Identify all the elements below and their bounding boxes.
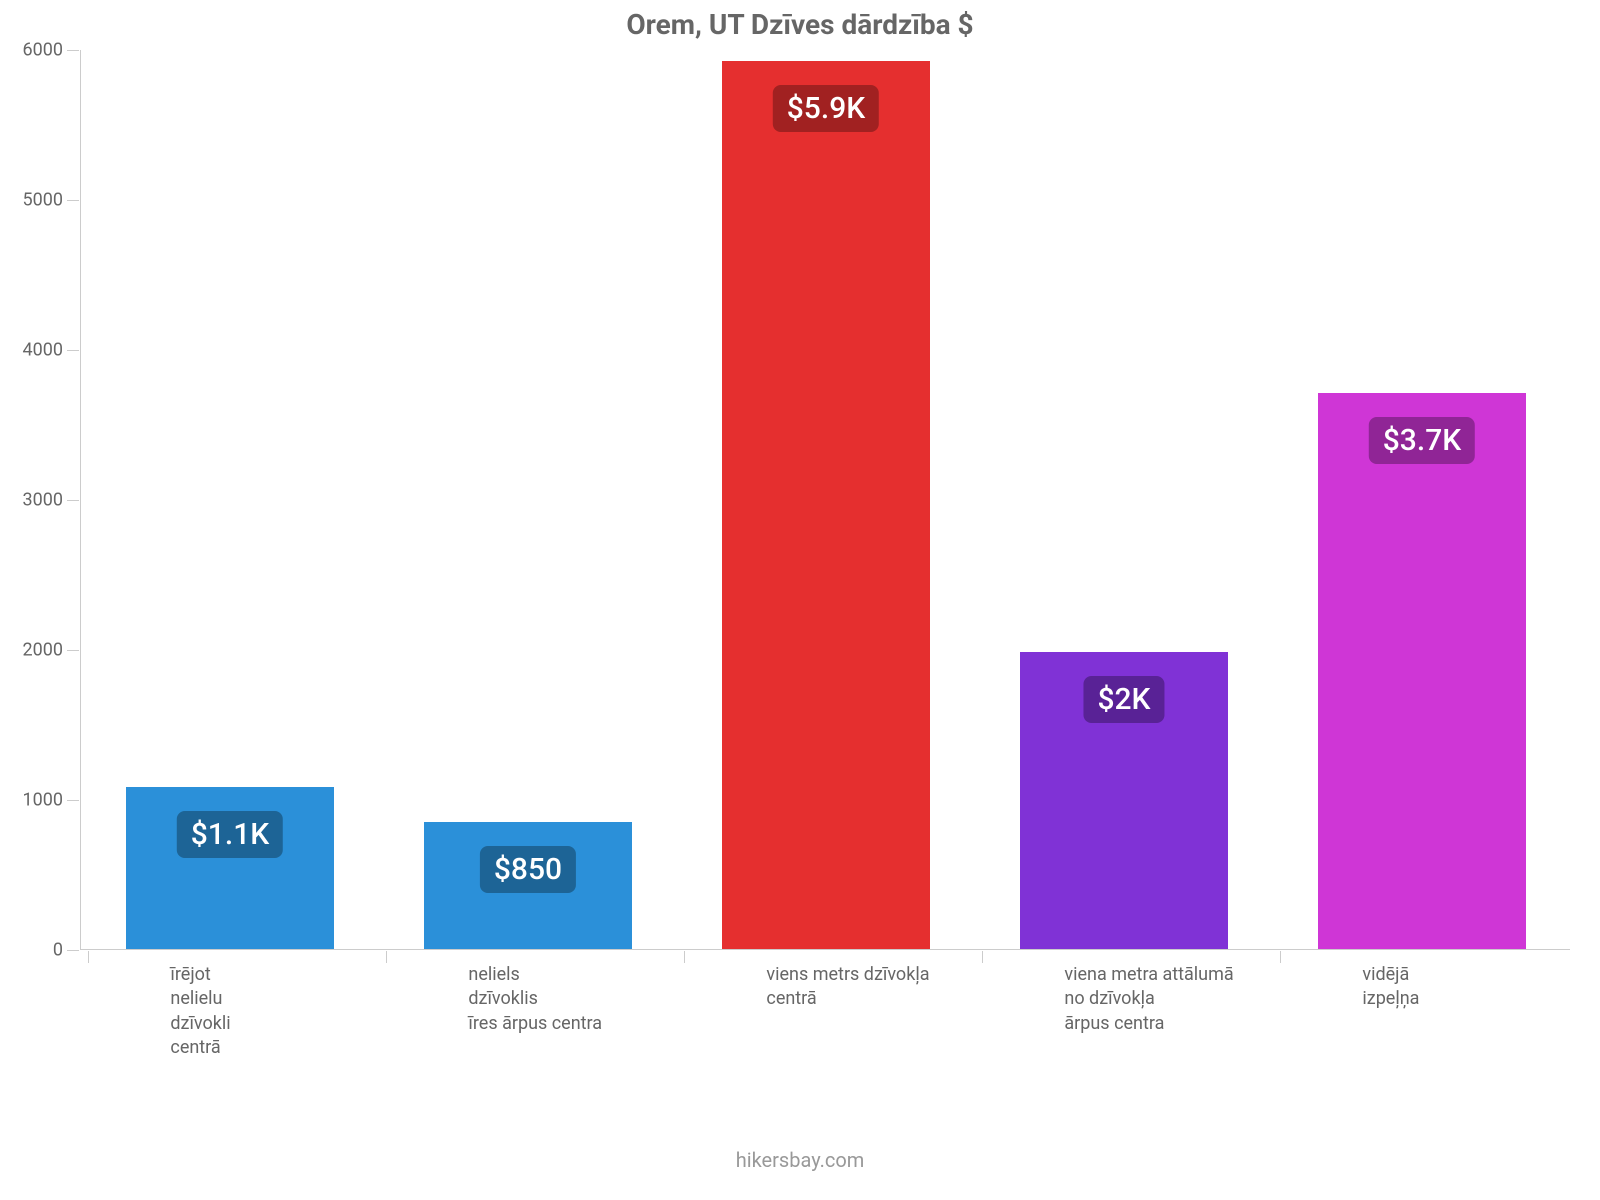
x-category-label-line: viens metrs dzīvokļa [766,963,1064,987]
cost-of-living-chart: Orem, UT Dzīves dārdzība $ 0 1000 2000 3000… [0,0,1600,1200]
bar-value-badge: $3.7K [1369,417,1475,464]
y-tick-label: 3000 [23,490,81,511]
y-tick-label: 0 [53,940,81,961]
y-tick-label: 5000 [23,190,81,211]
x-category-label: nelielsdzīvoklisīres ārpus centra [468,963,766,1036]
x-tick [1280,951,1281,963]
bar: $2K [1020,652,1229,949]
x-category-label-line: centrā [766,987,1064,1011]
x-category-label-line: izpeļņa [1362,987,1600,1011]
x-category-label-line: nelielu [170,987,468,1011]
x-tick [386,951,387,963]
x-category-label-line: īrējot [170,963,468,987]
bar: $3.7K [1318,393,1527,950]
bar: $1.1K [126,787,335,949]
x-category-label-line: dzīvokli [170,1012,468,1036]
x-category-label-line: centrā [170,1036,468,1060]
attribution-text: hikersbay.com [0,1148,1600,1172]
x-category-label: vidējāizpeļņa [1362,963,1600,1012]
y-tick-label: 1000 [23,790,81,811]
x-tick [88,951,89,963]
x-tick [684,951,685,963]
bar-value-badge: $2K [1083,676,1164,723]
x-category-label: viena metra attālumāno dzīvokļaārpus cen… [1064,963,1362,1036]
x-category-label-line: viena metra attālumā [1064,963,1362,987]
bar: $5.9K [722,61,931,949]
y-tick-label: 4000 [23,340,81,361]
bar-value-badge: $850 [480,846,576,893]
chart-title: Orem, UT Dzīves dārdzība $ [0,8,1600,41]
y-tick-label: 6000 [23,40,81,61]
x-category-label: īrējotnelieludzīvoklicentrā [170,963,468,1060]
x-category-label-line: īres ārpus centra [468,1012,766,1036]
x-category-label-line: vidējā [1362,963,1600,987]
x-category-label: viens metrs dzīvokļacentrā [766,963,1064,1012]
plot-area: 0100020003000400050006000$1.1K$850$5.9K$… [80,50,1570,950]
x-tick [982,951,983,963]
x-category-label-line: ārpus centra [1064,1012,1362,1036]
bar: $850 [424,822,633,950]
y-tick-label: 2000 [23,640,81,661]
x-category-label-line: dzīvoklis [468,987,766,1011]
bar-value-badge: $5.9K [773,85,879,132]
bar-value-badge: $1.1K [177,811,283,858]
x-category-label-line: no dzīvokļa [1064,987,1362,1011]
x-category-label-line: neliels [468,963,766,987]
